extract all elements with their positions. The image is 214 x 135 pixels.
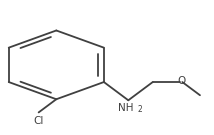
Text: O: O: [177, 76, 185, 86]
Text: NH: NH: [118, 103, 134, 113]
Text: 2: 2: [138, 105, 142, 114]
Text: Cl: Cl: [33, 116, 44, 126]
